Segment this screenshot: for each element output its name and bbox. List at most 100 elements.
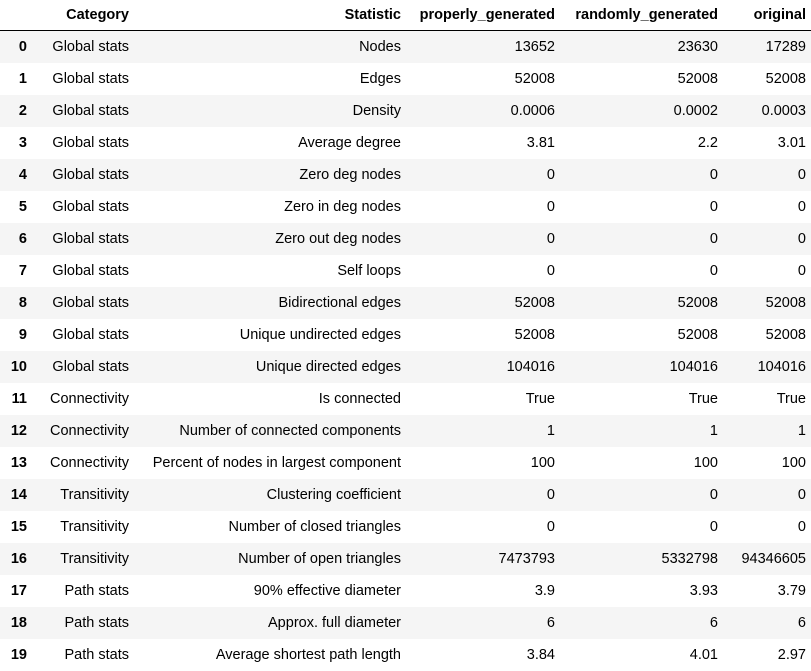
- original-cell: 104016: [723, 351, 811, 383]
- column-header-randomly-generated: randomly_generated: [560, 0, 723, 31]
- properly-generated-cell: 104016: [406, 351, 560, 383]
- column-header-statistic: Statistic: [134, 0, 406, 31]
- properly-generated-cell: 0: [406, 191, 560, 223]
- randomly-generated-cell: 0.0002: [560, 95, 723, 127]
- randomly-generated-cell: 23630: [560, 31, 723, 64]
- randomly-generated-cell: 0: [560, 159, 723, 191]
- randomly-generated-cell: 100: [560, 447, 723, 479]
- row-index: 17: [0, 575, 39, 607]
- original-cell: 0: [723, 191, 811, 223]
- original-cell: 0: [723, 159, 811, 191]
- original-cell: 52008: [723, 319, 811, 351]
- statistic-cell: Approx. full diameter: [134, 607, 406, 639]
- original-cell: 2.97: [723, 639, 811, 671]
- category-cell: Transitivity: [39, 543, 134, 575]
- randomly-generated-cell: 0: [560, 479, 723, 511]
- category-cell: Connectivity: [39, 383, 134, 415]
- properly-generated-cell: 3.81: [406, 127, 560, 159]
- row-index: 13: [0, 447, 39, 479]
- category-cell: Global stats: [39, 63, 134, 95]
- original-cell: 3.79: [723, 575, 811, 607]
- category-cell: Global stats: [39, 127, 134, 159]
- original-cell: 3.01: [723, 127, 811, 159]
- statistic-cell: Percent of nodes in largest component: [134, 447, 406, 479]
- row-index: 6: [0, 223, 39, 255]
- properly-generated-cell: 0: [406, 479, 560, 511]
- properly-generated-cell: 3.84: [406, 639, 560, 671]
- row-index: 18: [0, 607, 39, 639]
- category-cell: Connectivity: [39, 447, 134, 479]
- statistic-cell: Zero in deg nodes: [134, 191, 406, 223]
- column-header-properly-generated: properly_generated: [406, 0, 560, 31]
- original-cell: 0: [723, 511, 811, 543]
- randomly-generated-cell: 104016: [560, 351, 723, 383]
- properly-generated-cell: 0: [406, 511, 560, 543]
- properly-generated-cell: 0: [406, 255, 560, 287]
- category-cell: Global stats: [39, 351, 134, 383]
- original-cell: 6: [723, 607, 811, 639]
- header-row: Category Statistic properly_generated ra…: [0, 0, 811, 31]
- category-cell: Global stats: [39, 31, 134, 64]
- original-cell: 94346605: [723, 543, 811, 575]
- row-index: 19: [0, 639, 39, 671]
- category-cell: Transitivity: [39, 511, 134, 543]
- statistic-cell: Zero out deg nodes: [134, 223, 406, 255]
- properly-generated-cell: 52008: [406, 63, 560, 95]
- randomly-generated-cell: 52008: [560, 319, 723, 351]
- randomly-generated-cell: 5332798: [560, 543, 723, 575]
- row-index: 14: [0, 479, 39, 511]
- row-index: 9: [0, 319, 39, 351]
- statistic-cell: Self loops: [134, 255, 406, 287]
- properly-generated-cell: 100: [406, 447, 560, 479]
- statistic-cell: Number of connected components: [134, 415, 406, 447]
- category-cell: Path stats: [39, 575, 134, 607]
- category-cell: Path stats: [39, 607, 134, 639]
- statistic-cell: Average degree: [134, 127, 406, 159]
- properly-generated-cell: 13652: [406, 31, 560, 64]
- category-cell: Global stats: [39, 191, 134, 223]
- original-cell: 0: [723, 479, 811, 511]
- original-cell: 100: [723, 447, 811, 479]
- randomly-generated-cell: 0: [560, 191, 723, 223]
- statistic-cell: Number of closed triangles: [134, 511, 406, 543]
- randomly-generated-cell: 1: [560, 415, 723, 447]
- randomly-generated-cell: 52008: [560, 287, 723, 319]
- randomly-generated-cell: 4.01: [560, 639, 723, 671]
- category-cell: Global stats: [39, 159, 134, 191]
- column-header-category: Category: [39, 0, 134, 31]
- properly-generated-cell: 0: [406, 159, 560, 191]
- properly-generated-cell: 1: [406, 415, 560, 447]
- column-header-original: original: [723, 0, 811, 31]
- statistic-cell: 90% effective diameter: [134, 575, 406, 607]
- statistic-cell: Unique directed edges: [134, 351, 406, 383]
- category-cell: Connectivity: [39, 415, 134, 447]
- statistic-cell: Is connected: [134, 383, 406, 415]
- category-cell: Transitivity: [39, 479, 134, 511]
- row-index: 5: [0, 191, 39, 223]
- row-index: 3: [0, 127, 39, 159]
- row-index: 8: [0, 287, 39, 319]
- statistic-cell: Clustering coefficient: [134, 479, 406, 511]
- category-cell: Path stats: [39, 639, 134, 671]
- original-cell: 0: [723, 223, 811, 255]
- properly-generated-cell: 3.9: [406, 575, 560, 607]
- statistic-cell: Nodes: [134, 31, 406, 64]
- statistic-cell: Density: [134, 95, 406, 127]
- category-cell: Global stats: [39, 223, 134, 255]
- properly-generated-cell: 52008: [406, 287, 560, 319]
